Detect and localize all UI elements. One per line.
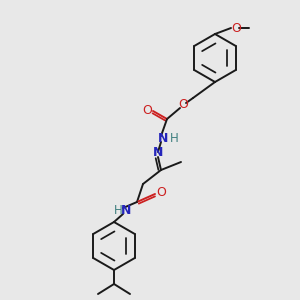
Text: H: H	[169, 131, 178, 145]
Text: O: O	[142, 103, 152, 116]
Text: H: H	[114, 203, 122, 217]
Text: N: N	[158, 131, 168, 145]
Text: O: O	[231, 22, 241, 34]
Text: N: N	[153, 146, 163, 160]
Text: O: O	[178, 98, 188, 112]
Text: N: N	[121, 203, 131, 217]
Text: O: O	[156, 187, 166, 200]
